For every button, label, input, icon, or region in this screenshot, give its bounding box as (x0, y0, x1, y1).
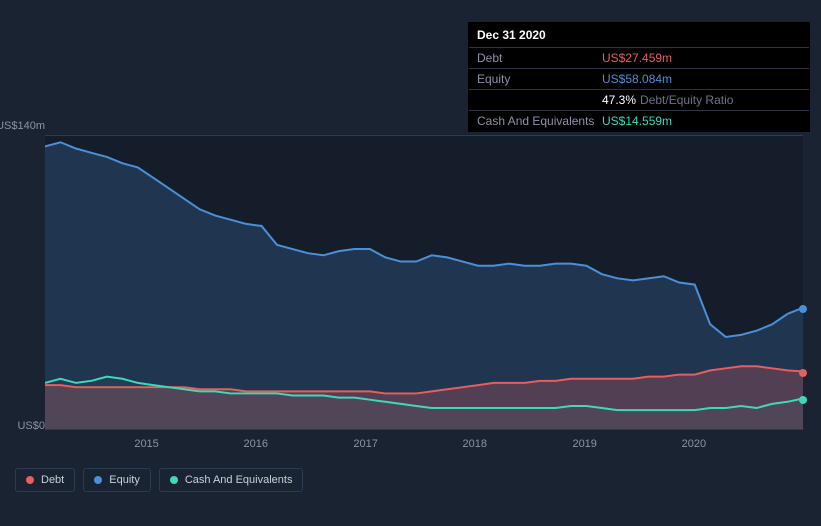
legend-label: Cash And Equivalents (185, 474, 293, 486)
series-end-dot-debt (799, 369, 807, 377)
tooltip-row: DebtUS$27.459m (469, 48, 809, 69)
legend-item-cash-and-equivalents[interactable]: Cash And Equivalents (159, 468, 304, 492)
legend-label: Debt (41, 474, 64, 486)
financial-chart: US$140m US$0 201520162017201820192020 De… (15, 120, 805, 495)
tooltip-row: EquityUS$58.084m (469, 69, 809, 90)
legend-dot-icon (26, 476, 34, 484)
x-tick: 2016 (243, 438, 267, 450)
y-axis-min-label: US$0 (17, 420, 45, 432)
chart-legend: Debt Equity Cash And Equivalents (15, 468, 303, 492)
tooltip-date: Dec 31 2020 (469, 23, 809, 48)
tooltip-label: Equity (477, 72, 602, 86)
tooltip-value: US$27.459m (602, 51, 672, 65)
tooltip-value: 47.3%Debt/Equity Ratio (602, 93, 733, 107)
legend-item-debt[interactable]: Debt (15, 468, 75, 492)
legend-dot-icon (170, 476, 178, 484)
series-end-dot-cash (799, 396, 807, 404)
x-tick: 2019 (572, 438, 596, 450)
data-tooltip: Dec 31 2020 DebtUS$27.459mEquityUS$58.08… (468, 22, 810, 132)
tooltip-label (477, 93, 602, 107)
x-tick: 2015 (134, 438, 158, 450)
x-tick: 2018 (463, 438, 487, 450)
x-tick: 2017 (353, 438, 377, 450)
chart-plot-area[interactable] (45, 135, 803, 430)
x-tick: 2020 (682, 438, 706, 450)
tooltip-row: Cash And EquivalentsUS$14.559m (469, 111, 809, 131)
tooltip-label: Cash And Equivalents (477, 114, 602, 128)
tooltip-suffix: Debt/Equity Ratio (640, 93, 733, 107)
legend-dot-icon (94, 476, 102, 484)
legend-label: Equity (109, 474, 140, 486)
chart-svg (45, 136, 803, 429)
legend-item-equity[interactable]: Equity (83, 468, 151, 492)
y-axis-max-label: US$140m (0, 120, 45, 132)
tooltip-label: Debt (477, 51, 602, 65)
series-end-dot-equity (799, 305, 807, 313)
tooltip-value: US$14.559m (602, 114, 672, 128)
tooltip-value: US$58.084m (602, 72, 672, 86)
tooltip-row: 47.3%Debt/Equity Ratio (469, 90, 809, 111)
